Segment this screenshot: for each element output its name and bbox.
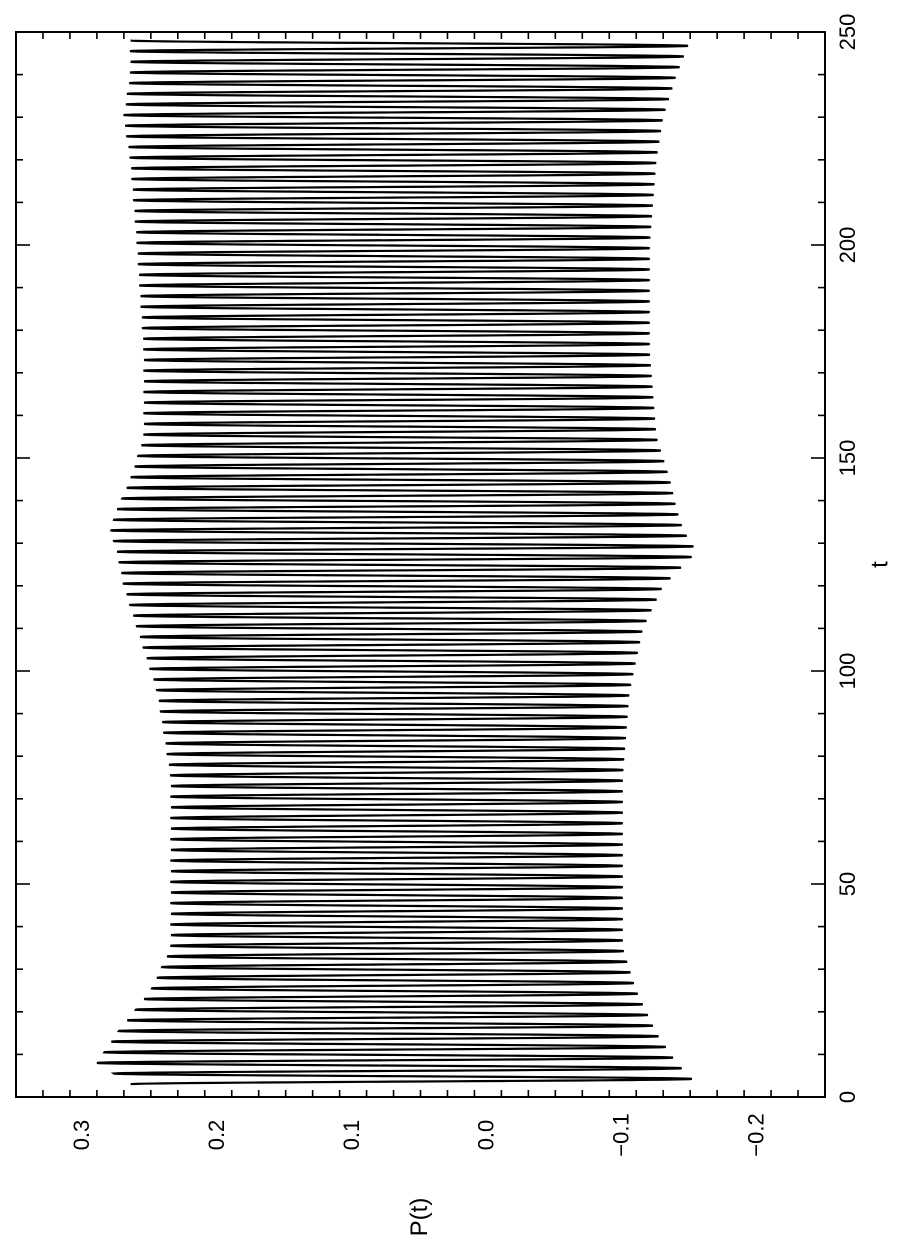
series-line: [96, 39, 694, 1086]
x-axis-label: t: [866, 561, 893, 568]
t-tick-label: 250: [835, 14, 860, 51]
t-tick-label: 100: [835, 653, 860, 690]
t-tick-label: 0: [835, 1091, 860, 1103]
p-tick-label: 0.3: [69, 1120, 94, 1151]
plot-area: 0 50 100 150 200 250 0.3 0.2 0.1 0.0 −0.1 −0.2: [15, 14, 860, 1157]
p-tick-label: −0.1: [609, 1113, 634, 1156]
t-tick-label: 150: [835, 440, 860, 477]
axis-tick-labels: 0 50 100 150 200 250 0.3 0.2 0.1 0.0 −0.1 −0.2: [69, 14, 860, 1157]
axis-ticks: [15, 31, 826, 1098]
t-tick-label: 50: [835, 872, 860, 896]
p-tick-label: 0.0: [474, 1120, 499, 1151]
p-tick-label: −0.2: [743, 1113, 768, 1156]
y-axis-label: P(t): [406, 1198, 433, 1237]
p-tick-label: 0.1: [339, 1120, 364, 1151]
p-tick-label: 0.2: [204, 1120, 229, 1151]
t-tick-label: 200: [835, 227, 860, 264]
